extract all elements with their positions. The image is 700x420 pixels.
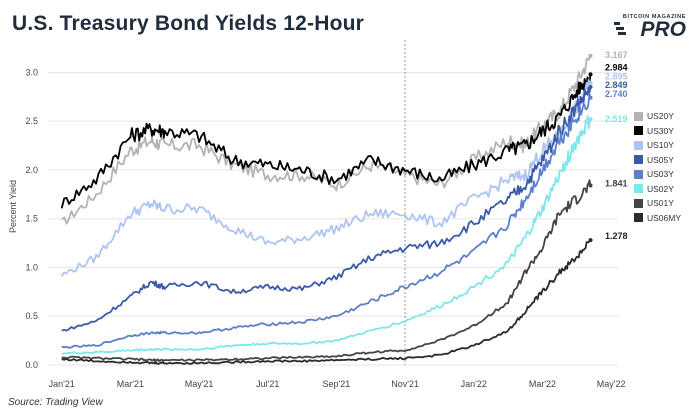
series-end-point-us02y (588, 117, 593, 122)
legend-swatch (634, 184, 643, 194)
source-note: Source: Trading View (8, 397, 103, 408)
x-tick-label: May'22 (597, 379, 626, 389)
series-line-us02y (61, 115, 592, 355)
y-tick-label: 3.0 (25, 67, 38, 77)
y-tick-label: 1.5 (25, 214, 38, 224)
y-axis-label: Percent Yield (8, 180, 18, 233)
y-tick-label: 2.5 (25, 116, 38, 126)
chart-title: U.S. Treasury Bond Yields 12-Hour (12, 12, 365, 35)
x-tick-label: Jan'22 (461, 379, 487, 389)
series-end-point-us10y (588, 81, 593, 86)
end-value-label-us03y: 2.740 (605, 89, 628, 99)
legend-swatch (634, 213, 643, 223)
x-tick-label: Mar'21 (117, 379, 144, 389)
legend-swatch (634, 169, 643, 179)
series-end-point-us01y (588, 183, 593, 188)
legend-label: US05Y (647, 154, 674, 165)
y-tick-label: 0.0 (25, 360, 38, 370)
series-line-us30y (60, 74, 592, 209)
y-tick-label: 0.5 (25, 311, 38, 321)
legend-swatch (634, 198, 643, 208)
series-end-point-us05y (588, 85, 593, 90)
x-tick-label: Sep'21 (323, 379, 351, 389)
legend-label: US01Y (647, 198, 674, 209)
end-value-label-us01y: 1.841 (605, 179, 628, 189)
legend-label: US10Y (647, 140, 674, 151)
end-value-label-us10y: 2.895 (605, 71, 628, 81)
x-tick-label: Jul'21 (256, 379, 279, 389)
series-line-us10y (60, 78, 591, 277)
x-tick-label: May'21 (185, 379, 214, 389)
legend-swatch (634, 155, 643, 165)
legend-item-us20y: US20Y (634, 109, 681, 124)
legend-swatch (634, 111, 643, 121)
brand-logo: BITCOIN MAGAZINE PRO (614, 14, 686, 40)
end-value-label-us06my: 1.278 (605, 231, 628, 241)
end-value-label-us30y: 2.984 (605, 63, 628, 73)
brand-name: PRO (640, 18, 686, 41)
series-line-us06my (61, 239, 591, 365)
y-tick-label: 2.0 (25, 165, 38, 175)
series-line-us20y (61, 55, 592, 225)
x-tick-label: Nov'21 (391, 379, 419, 389)
series-line-us03y (61, 93, 592, 349)
legend-item-us03y: US03Y (634, 167, 681, 182)
x-tick-label: Jan'21 (49, 379, 75, 389)
end-value-label-us02y: 2.519 (605, 114, 628, 124)
y-tick-label: 1.0 (25, 262, 38, 272)
brand-tagline: BITCOIN MAGAZINE (622, 14, 686, 20)
series-line-us05y (61, 86, 592, 332)
legend-label: US30Y (647, 125, 674, 136)
series-end-point-us20y (588, 53, 593, 58)
legend-item-us10y: US10Y (634, 138, 681, 153)
legend-item-us05y: US05Y (634, 153, 681, 168)
series-line-us01y (61, 179, 592, 362)
legend-label: US03Y (647, 169, 674, 180)
legend-item-us30y: US30Y (634, 124, 681, 139)
legend-item-us02y: US02Y (634, 182, 681, 197)
end-value-label-us05y: 2.849 (605, 80, 628, 90)
x-tick-label: Mar'22 (529, 379, 556, 389)
legend-swatch (634, 126, 643, 136)
legend-item-us01y: US01Y (634, 196, 681, 211)
series-end-point-us03y (588, 95, 593, 100)
legend-label: US06MY (647, 212, 682, 223)
series-end-point-us06my (588, 238, 593, 243)
legend-item-us06my: US06MY (634, 211, 681, 226)
brand-mark-icon (614, 22, 632, 38)
legend-swatch (634, 140, 643, 150)
series-end-point-us30y (588, 72, 593, 77)
chart-legend: US20Y US30Y US10Y US05Y US03Y US02Y US01Y US06M… (634, 109, 681, 225)
legend-label: US02Y (647, 183, 674, 194)
legend-label: US20Y (647, 111, 674, 122)
end-value-label-us20y: 3.167 (605, 50, 628, 60)
